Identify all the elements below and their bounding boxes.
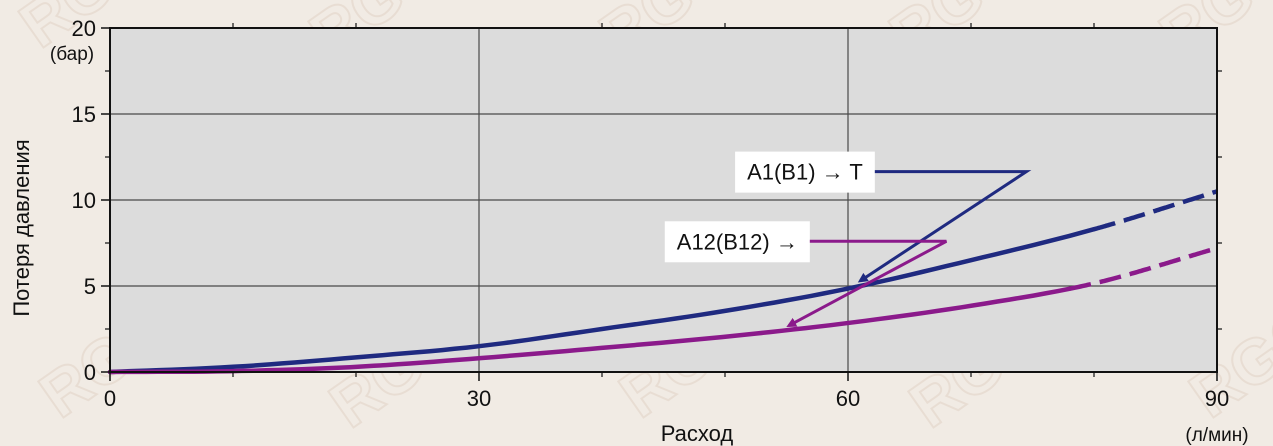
series-annotation-1: A12(B12) → [664, 221, 948, 327]
annotation-leader-arrow [857, 170, 1032, 283]
x-tick-label: 30 [467, 386, 491, 411]
series-line-dashed-0 [1093, 189, 1218, 232]
y-tick-label: 5 [84, 274, 96, 299]
annotation-leader-arrow [786, 239, 948, 327]
axis-ticks: 0 30 60 90 0 5 10 15 20 [72, 16, 1230, 411]
x-unit-label: (л/мин) [1185, 425, 1248, 446]
y-tick-label: 10 [72, 188, 96, 213]
annotation-box [664, 221, 810, 263]
series-layer [107, 189, 1218, 375]
series-annotation-0: A1(B1) → T [735, 151, 1032, 283]
y-tick-label: 0 [84, 360, 96, 385]
x-tick-label: 0 [104, 386, 116, 411]
series-annotation-label: A12(B12) → [677, 229, 798, 254]
y-tick-label: 15 [72, 102, 96, 127]
grid-lines [110, 28, 1217, 372]
series-annotation-label: A1(B1) → T [747, 160, 863, 185]
y-tick-label: 20 [72, 16, 96, 41]
x-tick-label: 90 [1205, 386, 1229, 411]
series-line-0 [107, 226, 1097, 375]
series-line-dashed-1 [1068, 246, 1218, 291]
annotation-layer: A1(B1) → T A12(B12) → [664, 151, 1032, 327]
series-line-1 [107, 286, 1072, 375]
y-axis-title: Потеря давления [9, 139, 34, 316]
annotation-box [735, 151, 875, 193]
x-axis-title: Расход [661, 421, 734, 446]
y-unit-label: (бар) [50, 44, 94, 65]
x-tick-label: 60 [836, 386, 860, 411]
